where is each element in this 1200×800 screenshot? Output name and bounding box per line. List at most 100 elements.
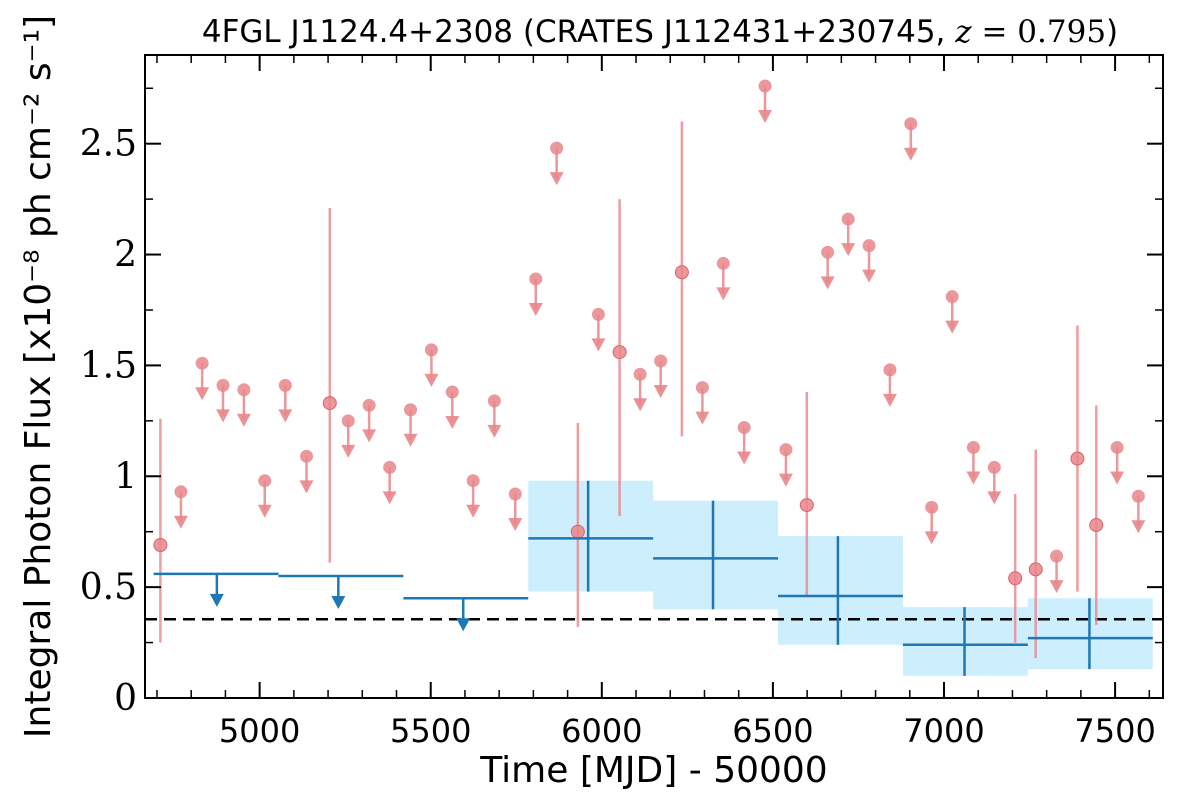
- short-bin-upper-limit-arrow: [403, 433, 418, 447]
- short-bin-upper-limit-arrow: [841, 243, 856, 257]
- short-bin-upper-limit-arrow: [236, 413, 251, 427]
- long-bin-error-band: [778, 536, 903, 645]
- chart-title-group: 4FGL J1124.4+2308 (CRATES J112431+230745…: [202, 14, 1118, 50]
- x-axis-label: Time [MJD] - 50000: [479, 750, 827, 791]
- x-tick-label: 5000: [219, 712, 300, 750]
- long-bin-series: [153, 480, 1153, 676]
- short-bin-upper-limit-arrow: [445, 416, 460, 430]
- short-bin-upper-limit-arrow: [508, 518, 523, 532]
- short-bin-upper-limit-point: [174, 485, 188, 499]
- short-bin-upper-limit-arrow: [1049, 580, 1064, 594]
- short-bin-upper-limit-point: [1131, 489, 1145, 503]
- short-bin-upper-limit-point: [654, 354, 668, 368]
- short-bin-upper-limit-arrow: [862, 269, 877, 283]
- short-bin-upper-limit-point: [821, 245, 835, 259]
- short-bin-upper-limit-arrow: [924, 531, 939, 545]
- plot-frame: [144, 54, 1164, 699]
- title-part: 4FGL J1124.4+2308 (CRATES J112431+230745…: [202, 14, 955, 50]
- y-tick-labels: 0 0.5 1 1.5 2 2.5: [80, 124, 137, 719]
- short-bin-upper-limit-point: [362, 398, 376, 412]
- y-tick-label: 0.5: [80, 567, 137, 608]
- short-bin-upper-limit-arrow: [528, 302, 543, 316]
- short-bin-upper-limit-arrow: [966, 471, 981, 485]
- short-bin-upper-limit-point: [278, 378, 292, 392]
- short-bin-upper-limit-arrow: [382, 491, 397, 505]
- short-bin-upper-limit-arrow: [758, 110, 773, 124]
- short-bin-upper-limit-arrow: [882, 393, 897, 407]
- long-bin-upper-limit-arrow: [331, 596, 346, 610]
- short-bin-point: [1028, 562, 1043, 577]
- short-bin-point: [322, 396, 337, 411]
- short-bin-point: [799, 498, 814, 513]
- x-tick-label: 6500: [732, 712, 813, 750]
- short-bin-upper-limit-arrow: [633, 398, 648, 412]
- short-bin-upper-limit-point: [904, 117, 918, 131]
- short-bin-upper-limit-point: [633, 367, 647, 381]
- y-tick-label: 1: [114, 456, 137, 497]
- long-bin-upper-limit-arrow: [456, 618, 471, 632]
- chart-title: 4FGL J1124.4+2308 (CRATES J112431+230745…: [202, 14, 1118, 50]
- short-bin-upper-limit-arrow: [778, 473, 793, 487]
- x-tick-label: 7500: [1074, 712, 1155, 750]
- short-bin-upper-limit-point: [716, 256, 730, 270]
- short-bin-series: [153, 79, 1146, 659]
- short-bin-point: [1070, 451, 1085, 466]
- short-bin-upper-limit-point: [987, 460, 1001, 474]
- long-bin-bands: [528, 480, 1153, 676]
- short-bin-upper-limit-point: [945, 290, 959, 304]
- short-bin-upper-limit-point: [258, 474, 272, 488]
- short-bin-upper-limit-point: [508, 487, 522, 501]
- short-bin-upper-limit-arrow: [903, 147, 918, 161]
- short-bin-upper-limit-point: [841, 212, 855, 226]
- short-bin-upper-limit-arrow: [257, 504, 272, 518]
- short-bin-upper-limit-point: [925, 500, 939, 514]
- short-bin-upper-limit-point: [341, 414, 355, 428]
- short-bin-upper-limit-point: [1110, 440, 1124, 454]
- short-bin-upper-limit-point: [550, 141, 564, 155]
- short-bin-upper-limit-arrow: [549, 172, 564, 186]
- short-bin-point: [1008, 571, 1023, 586]
- long-bin-error-band: [653, 500, 779, 610]
- short-bin-point: [612, 345, 627, 360]
- short-bin-upper-limit-point: [591, 307, 605, 321]
- short-bin-upper-limit-arrow: [424, 373, 439, 387]
- short-bin-upper-limit-point: [487, 394, 501, 408]
- short-bin-upper-limit-arrow: [216, 409, 231, 423]
- short-bin-point: [570, 524, 585, 539]
- short-bin-upper-limit-point: [883, 363, 897, 377]
- short-bin-upper-limit-point: [424, 343, 438, 357]
- y-tick-label: 2: [114, 235, 137, 276]
- long-bin-error-band: [528, 480, 654, 592]
- short-bin-upper-limit-arrow: [341, 444, 356, 458]
- short-bin-upper-limit-arrow: [1110, 471, 1125, 485]
- short-bin-upper-limit-arrow: [945, 320, 960, 334]
- y-tick-label: 1.5: [80, 345, 137, 386]
- short-bin-upper-limit-arrow: [1131, 520, 1146, 534]
- short-bin-upper-limit-point: [237, 383, 251, 397]
- short-bin-upper-limit-point: [383, 460, 397, 474]
- short-bin-upper-limit-point: [300, 449, 314, 463]
- title-part: ): [1106, 14, 1118, 50]
- title-redshift-symbol: z: [954, 14, 972, 50]
- short-bin-upper-limit-arrow: [653, 384, 668, 398]
- short-bin-upper-limit-arrow: [466, 504, 481, 518]
- short-bin-upper-limit-point: [862, 239, 876, 253]
- short-bin-point: [674, 265, 689, 280]
- short-bin-upper-limit-point: [758, 79, 772, 93]
- long-bin-upper-limit-arrow: [209, 593, 224, 607]
- short-bin-upper-limit-point: [404, 403, 418, 417]
- x-tick-label: 6000: [561, 712, 642, 750]
- y-axis-label: Integral Photon Flux [x10⁻⁸ ph cm⁻² s⁻¹]: [18, 15, 59, 738]
- short-bin-upper-limit-point: [445, 385, 459, 399]
- y-tick-label: 2.5: [80, 124, 137, 165]
- short-bin-upper-limit-point: [966, 440, 980, 454]
- short-bin-upper-limit-arrow: [195, 387, 210, 401]
- short-bin-upper-limit-point: [695, 381, 709, 395]
- short-bin-upper-limit-point: [466, 474, 480, 488]
- short-bin-upper-limit-arrow: [278, 409, 293, 423]
- x-tick-label: 7000: [903, 712, 984, 750]
- x-tick-label: 5500: [390, 712, 471, 750]
- title-redshift-value: = 0.795: [972, 14, 1106, 50]
- short-bin-upper-limit-point: [195, 356, 209, 370]
